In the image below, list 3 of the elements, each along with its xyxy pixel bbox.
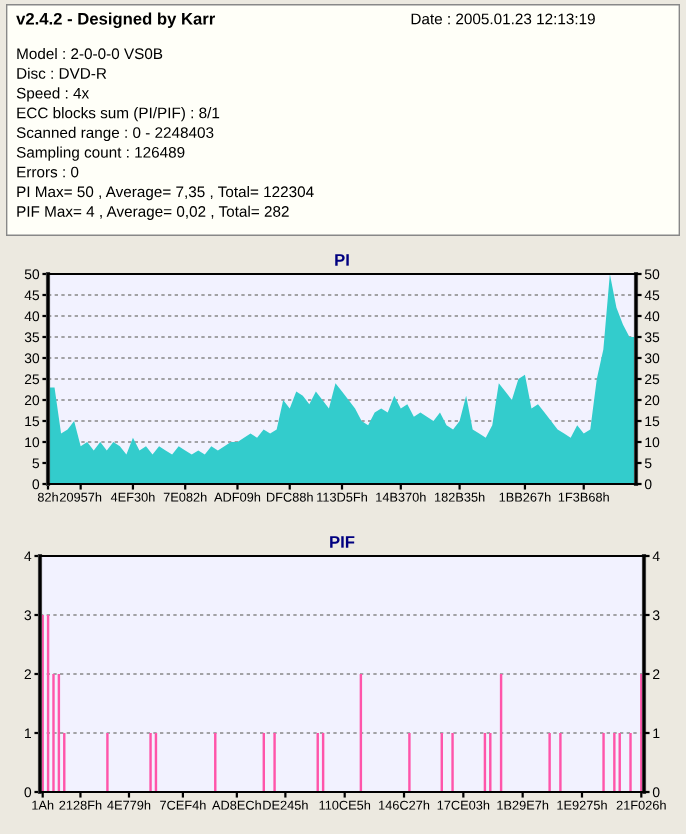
text: v2.4.2 - Designed by Karr xyxy=(16,12,216,29)
chart-title: PI xyxy=(335,254,349,266)
chart-title: PIF xyxy=(330,536,355,548)
